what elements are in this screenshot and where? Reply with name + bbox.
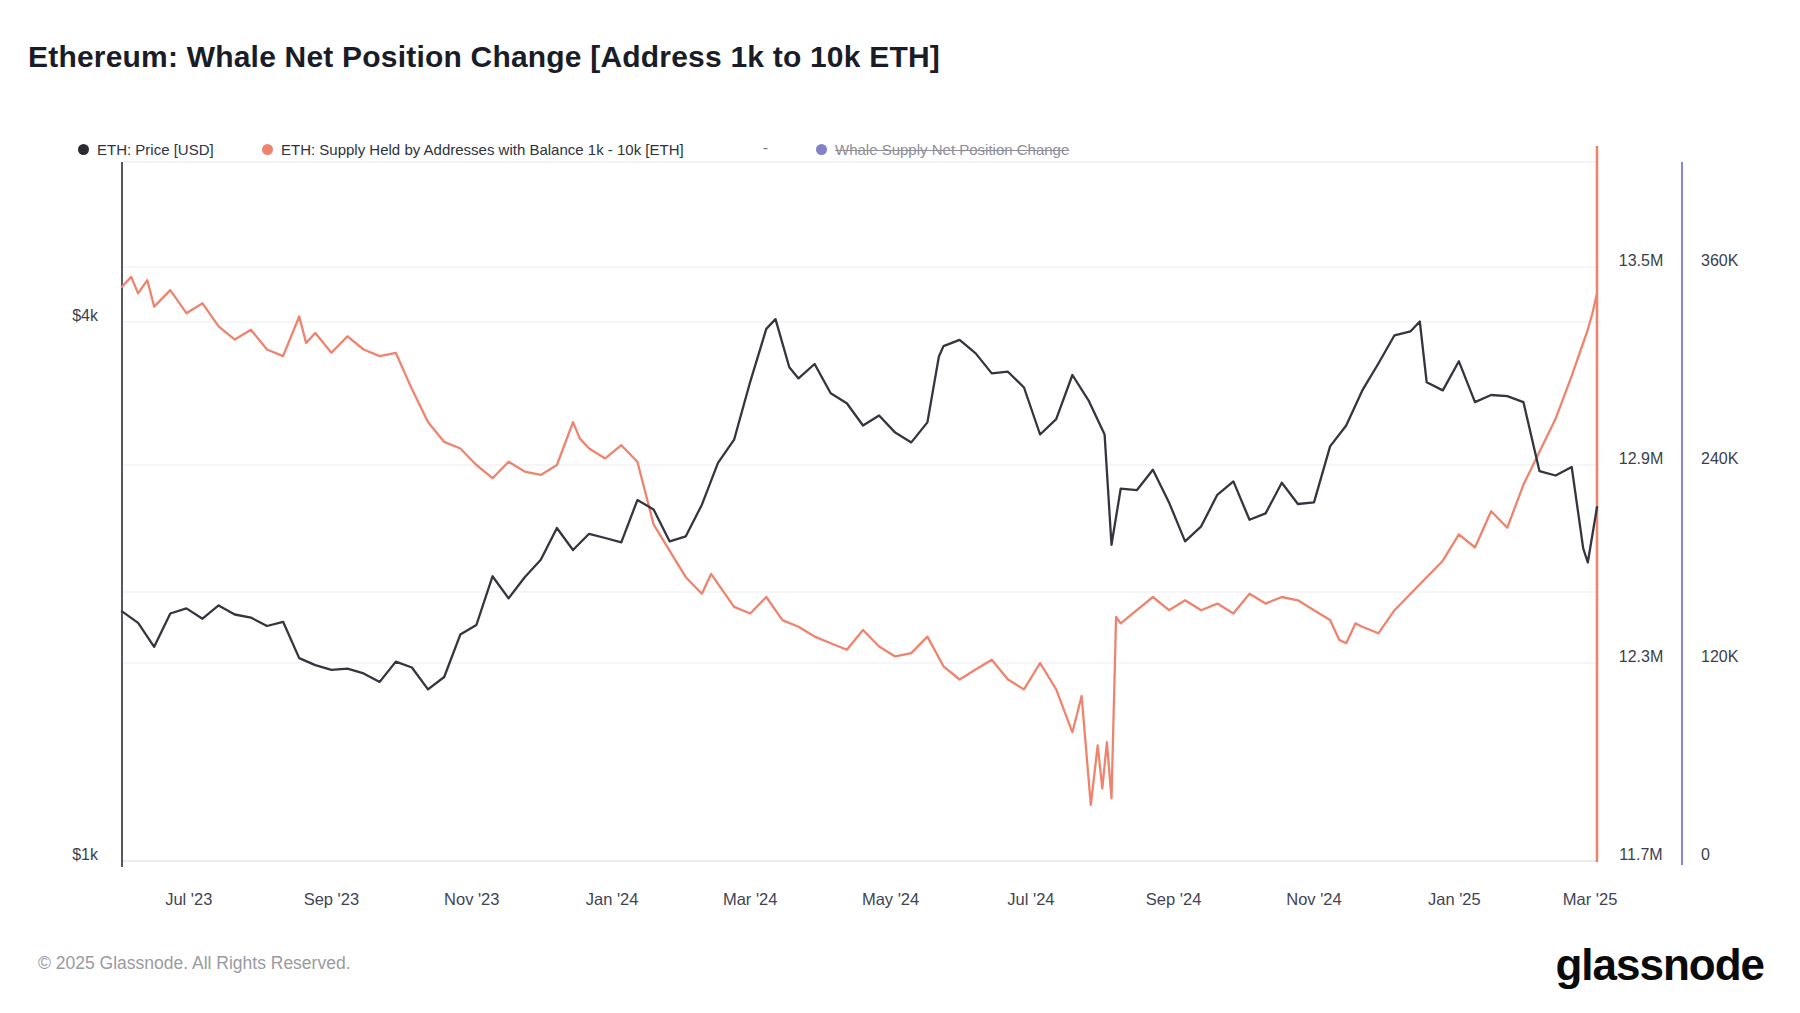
x-axis-label: May '24 [841, 890, 941, 909]
x-axis-label: Sep '24 [1124, 890, 1224, 909]
x-axis-label: Nov '23 [422, 890, 522, 909]
y-axis-label-net-position: 360K [1701, 252, 1781, 270]
copyright-text: © 2025 Glassnode. All Rights Reserved. [38, 953, 351, 974]
y-axis-label-supply: 12.3M [1608, 648, 1674, 666]
x-axis-label: Jul '24 [981, 890, 1081, 909]
series-line [122, 277, 1597, 805]
x-axis-label: Jan '24 [562, 890, 662, 909]
y-axis-label-price: $4k [26, 307, 98, 325]
y-axis-label-net-position: 0 [1701, 846, 1781, 864]
x-axis-label: Mar '24 [700, 890, 800, 909]
chart-plot-area[interactable] [0, 0, 1800, 1013]
x-axis-label: Sep '23 [281, 890, 381, 909]
y-axis-label-net-position: 120K [1701, 648, 1781, 666]
y-axis-label-price: $1k [26, 846, 98, 864]
y-axis-label-net-position: 240K [1701, 450, 1781, 468]
glassnode-logo: glassnode [1555, 940, 1764, 990]
x-axis-label: Nov '24 [1264, 890, 1364, 909]
y-axis-label-supply: 12.9M [1608, 450, 1674, 468]
x-axis-label: Jan '25 [1404, 890, 1504, 909]
chart-page: Ethereum: Whale Net Position Change [Add… [0, 0, 1800, 1013]
x-axis-label: Mar '25 [1540, 890, 1640, 909]
x-axis-label: Jul '23 [139, 890, 239, 909]
y-axis-label-supply: 11.7M [1608, 846, 1674, 864]
y-axis-label-supply: 13.5M [1608, 252, 1674, 270]
